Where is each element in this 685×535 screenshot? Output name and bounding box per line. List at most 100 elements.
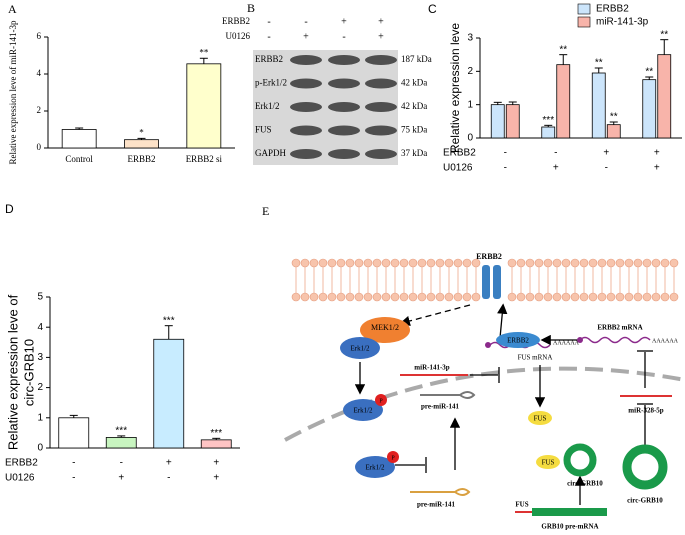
lipid-head	[291, 292, 301, 302]
lipid-head	[543, 292, 553, 302]
error-bar	[660, 39, 669, 55]
erk-label: Erk1/2	[365, 464, 385, 472]
legend-swatch	[577, 16, 591, 28]
lipid-head	[435, 258, 445, 268]
lipid-head	[363, 292, 373, 302]
condition-label: ERBB2	[443, 148, 476, 159]
lipid-head	[570, 258, 580, 268]
significance: ***	[542, 115, 554, 126]
treatment-sign: +	[341, 16, 347, 27]
lipid-head	[417, 292, 427, 302]
lipid-head	[309, 292, 319, 302]
lipid-head	[291, 258, 301, 268]
lipid-head	[372, 258, 382, 268]
mir-label: miR-328-5p	[628, 407, 663, 415]
lipid-head	[579, 292, 589, 302]
circ-label: circ-GRB10	[627, 497, 663, 505]
treatment-sign: -	[267, 16, 270, 27]
blot-band	[290, 102, 322, 112]
phospho-label: P	[391, 455, 395, 461]
lipid-head	[354, 258, 364, 268]
bar	[505, 104, 520, 139]
treatment-sign: +	[303, 31, 309, 42]
blot-band	[328, 149, 360, 159]
significance: **	[660, 29, 668, 40]
lipid-head	[633, 292, 643, 302]
condition-label: U0126	[5, 473, 35, 484]
row-label: FUS	[255, 125, 272, 135]
panel-label: E	[262, 204, 269, 218]
size-label: 75 kDa	[401, 125, 427, 135]
significance: **	[199, 47, 209, 57]
row-label: GAPDH	[255, 148, 287, 158]
lipid-head	[525, 292, 535, 302]
lipid-head	[669, 258, 679, 268]
treatment-sign: -	[304, 16, 307, 27]
size-label: 37 kDa	[401, 148, 427, 158]
mir-label: miR-141-3p	[414, 364, 449, 372]
y-tick-label: 3	[467, 33, 473, 44]
condition-sign: +	[603, 148, 609, 159]
lipid-head	[588, 292, 598, 302]
lipid-head	[651, 292, 661, 302]
nuclear-envelope	[284, 366, 685, 442]
blot-band	[328, 125, 360, 136]
bar	[642, 79, 657, 139]
size-label: 42 kDa	[401, 78, 427, 88]
lipid-head	[561, 258, 571, 268]
legend-label: miR-141-3p	[596, 17, 649, 28]
lipid-head	[300, 258, 310, 268]
y-tick-label: 0	[467, 133, 473, 144]
error-bar	[75, 127, 84, 130]
lipid-head	[660, 292, 670, 302]
x-tick-label: ERBB2 si	[186, 154, 223, 164]
treatment-sign: +	[378, 31, 384, 42]
blot-band	[328, 102, 360, 112]
mrna-label: FUS mRNA	[518, 354, 553, 362]
x-tick-label: Control	[65, 154, 93, 164]
lipid-head	[552, 258, 562, 268]
panel-label: D	[5, 202, 14, 216]
bar	[153, 338, 185, 449]
polya-label: AAAAAA	[652, 338, 679, 344]
lipid-head	[345, 258, 355, 268]
treatment-label: U0126	[226, 31, 251, 41]
blot-band	[365, 102, 397, 112]
bar	[58, 417, 90, 449]
polya-label: AAAAAA	[553, 340, 580, 346]
condition-sign: +	[553, 163, 559, 174]
lipid-head	[471, 292, 481, 302]
lipid-head	[516, 258, 526, 268]
bar	[105, 437, 137, 449]
lipid-head	[381, 258, 391, 268]
lipid-head	[318, 258, 328, 268]
error-bar	[594, 67, 603, 73]
panel-label: C	[428, 2, 437, 16]
panel-label: B	[247, 1, 255, 15]
bar	[556, 64, 571, 139]
y-tick-label: 4	[37, 68, 42, 78]
mrna-cap	[577, 337, 583, 343]
phospho-dot	[375, 394, 387, 406]
condition-sign: +	[118, 473, 124, 484]
bar	[61, 129, 97, 149]
treatment-sign: +	[378, 16, 384, 27]
mrna-cap	[485, 342, 491, 348]
gene-label: GRB10 pre-mRNA	[541, 523, 598, 531]
lipid-head	[615, 292, 625, 302]
lipid-head	[363, 258, 373, 268]
lipid-head	[399, 292, 409, 302]
y-tick-label: 2	[467, 66, 473, 77]
error-bar	[212, 437, 221, 440]
lipid-head	[507, 258, 517, 268]
condition-sign: +	[213, 458, 219, 469]
row-label: Erk1/2	[255, 101, 280, 111]
row-label: ERBB2	[255, 54, 283, 64]
lipid-head	[588, 258, 598, 268]
lipid-head	[624, 292, 634, 302]
error-bar	[609, 121, 618, 125]
blot-band	[328, 55, 360, 65]
condition-sign: -	[605, 163, 608, 174]
fus-label: FUS	[534, 415, 547, 423]
lipid-head	[543, 258, 553, 268]
